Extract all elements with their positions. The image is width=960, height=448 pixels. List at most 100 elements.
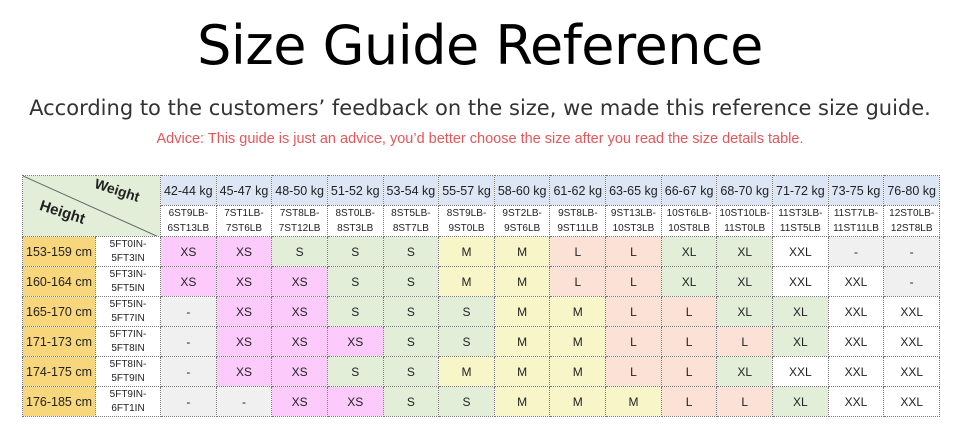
size-cell: - <box>160 326 217 357</box>
size-cell: S <box>438 326 495 357</box>
size-cell: - <box>883 236 940 267</box>
page-title: Size Guide Reference <box>197 14 763 77</box>
height-cm-cell: 160-164 cm <box>22 266 96 297</box>
weight-kg-header: 48-50 kg <box>271 175 328 206</box>
size-cell: XL <box>772 326 829 357</box>
weight-st-header: 11ST3LB- 11ST5LB <box>772 205 829 237</box>
cell-line: 9ST11LB <box>557 223 599 234</box>
size-cell: S <box>326 266 384 297</box>
weight-kg-header: 76-80 kg <box>883 175 940 206</box>
size-cell: S <box>382 266 440 297</box>
weight-st-header: 9ST13LB- 10ST3LB <box>605 205 662 237</box>
size-cell: XS <box>326 326 384 357</box>
cell-line: 6ST9LB- <box>168 208 209 219</box>
table-row: 174-175 cm 5FT8IN- 5FT9IN - XS XS S S M M M L L XL XXL… <box>22 356 940 387</box>
cell-line: 8ST5LB- <box>391 208 431 219</box>
size-cell: XS <box>271 326 328 357</box>
cell-line: 5FT3IN- <box>109 268 147 280</box>
size-cell: XXL <box>772 356 829 387</box>
size-cell: M <box>493 386 551 417</box>
height-cm-cell: 165-170 cm <box>22 296 96 327</box>
weight-kg-header: 68-70 kg <box>716 175 774 206</box>
size-cell: XS <box>271 296 328 327</box>
cell-line: 5FT0IN- <box>109 238 147 250</box>
size-cell: XL <box>772 386 829 417</box>
size-cell: XXL <box>772 236 829 267</box>
size-cell: L <box>660 296 718 327</box>
size-cell: XS <box>326 386 384 417</box>
weight-st-header: 10ST6LB- 10ST8LB <box>660 205 718 237</box>
size-cell: XXL <box>883 296 940 327</box>
size-cell: XS <box>271 386 328 417</box>
size-cell: XXL <box>883 386 940 417</box>
height-cm-cell: 174-175 cm <box>22 356 96 387</box>
size-cell: M <box>549 386 607 417</box>
weight-st-header: 8ST5LB- 8ST7LB <box>382 205 440 237</box>
size-cell: XXL <box>827 356 885 387</box>
weight-st-header: 6ST9LB- 6ST13LB <box>160 205 217 237</box>
size-cell: L <box>716 326 774 357</box>
size-cell: XXL <box>827 386 885 417</box>
cell-line: 8ST3LB <box>337 223 374 234</box>
table-row: 171-173 cm 5FT7IN- 5FT8IN - XS XS XS S S M M L L L XL X… <box>22 326 940 357</box>
weight-kg-header: 66-67 kg <box>660 175 718 206</box>
size-cell: - <box>827 236 885 267</box>
cell-line: 11ST7LB- <box>833 208 879 219</box>
cell-line: 8ST9LB- <box>446 208 487 219</box>
size-cell: S <box>326 356 384 387</box>
size-cell: XXL <box>827 266 885 297</box>
size-cell: XL <box>660 266 718 297</box>
size-cell: - <box>160 296 217 327</box>
height-ft-cell: 5FT0IN- 5FT3IN <box>95 236 161 267</box>
size-cell: S <box>271 236 328 267</box>
size-cell: S <box>382 356 440 387</box>
table-row: 160-164 cm 5FT3IN- 5FT5IN XS XS XS S S M M L L XL XL X… <box>22 266 940 297</box>
size-cell: M <box>493 326 551 357</box>
size-cell: XS <box>215 356 273 387</box>
size-cell: S <box>438 386 495 417</box>
cell-line: 11ST5LB <box>779 223 821 234</box>
size-cell: XXL <box>827 296 885 327</box>
size-cell: L <box>605 326 662 357</box>
height-ft-cell: 5FT3IN- 5FT5IN <box>95 266 161 297</box>
cell-line: 7ST8LB- <box>279 208 320 219</box>
size-cell: L <box>660 386 718 417</box>
size-cell: - <box>883 266 940 297</box>
size-cell: M <box>549 326 607 357</box>
cell-line: 9ST13LB- <box>610 208 656 219</box>
cell-line: 12ST8LB <box>890 223 933 234</box>
size-cell: XL <box>716 266 774 297</box>
weight-kg-header: 61-62 kg <box>549 175 607 206</box>
size-cell: XS <box>271 266 328 297</box>
cell-line: 5FT7IN- <box>109 328 147 340</box>
size-cell: XS <box>271 356 328 387</box>
table-row: 153-159 cm 5FT0IN- 5FT3IN XS XS S S S M M L L XL XL XX… <box>22 236 940 267</box>
size-cell: S <box>326 236 384 267</box>
size-cell: S <box>382 386 440 417</box>
cell-line: 11ST3LB- <box>778 208 823 219</box>
weight-st-header: 9ST8LB- 9ST11LB <box>549 205 607 237</box>
size-cell: XL <box>660 236 718 267</box>
size-cell: XL <box>716 236 774 267</box>
size-cell: L <box>549 236 607 267</box>
height-ft-cell: 5FT7IN- 5FT8IN <box>95 326 161 357</box>
height-ft-cell: 5FT8IN- 5FT9IN <box>95 356 161 387</box>
cell-line: 5FT5IN- <box>109 298 147 310</box>
cell-line: 8ST7LB <box>392 223 429 234</box>
weight-st-header: 7ST1LB- 7ST6LB <box>215 205 273 237</box>
cell-line: 10ST3LB <box>612 223 655 234</box>
weight-st-header: 9ST2LB- 9ST6LB <box>493 205 551 237</box>
size-cell: S <box>382 236 440 267</box>
size-cell: M <box>605 386 662 417</box>
weight-kg-header: 45-47 kg <box>215 175 273 206</box>
size-cell: L <box>605 236 662 267</box>
weight-st-header: 10ST10LB- 11ST0LB <box>716 205 774 237</box>
height-cm-cell: 176-185 cm <box>22 386 96 417</box>
weight-st-header: 8ST0LB- 8ST3LB <box>326 205 384 237</box>
size-cell: M <box>493 236 551 267</box>
size-guide-table: Weight Height 42-44 kg 45-47 kg 48-50 kg 51… <box>22 175 940 417</box>
size-cell: XL <box>772 296 829 327</box>
size-cell: S <box>326 296 384 327</box>
size-cell: M <box>438 266 495 297</box>
size-cell: L <box>660 326 718 357</box>
